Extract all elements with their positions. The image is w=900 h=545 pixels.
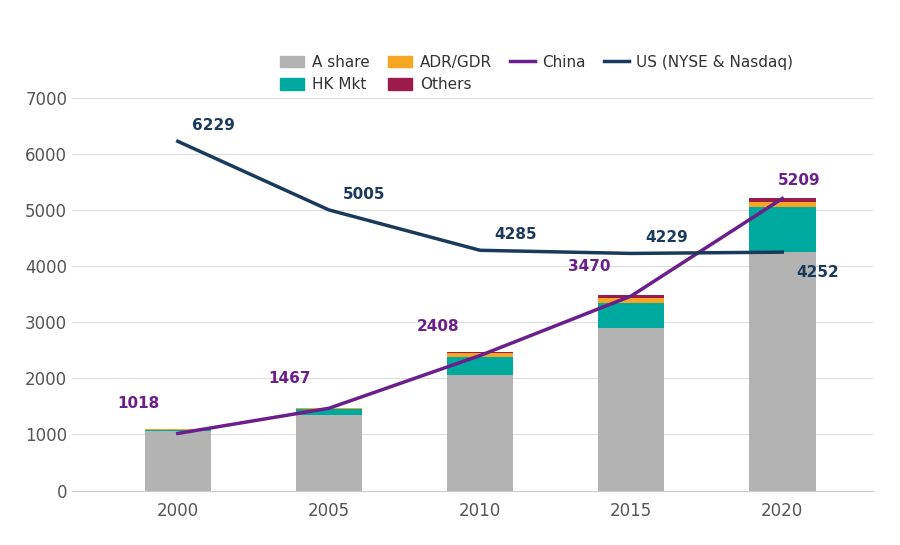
- Bar: [446, 353, 513, 354]
- Bar: [598, 329, 664, 490]
- Bar: [296, 408, 362, 409]
- Text: 6229: 6229: [192, 118, 235, 133]
- Bar: [749, 252, 815, 490]
- Text: 3470: 3470: [568, 259, 611, 274]
- Bar: [749, 198, 815, 202]
- Bar: [145, 431, 211, 490]
- Text: 5209: 5209: [778, 173, 820, 187]
- Bar: [749, 207, 815, 252]
- Bar: [598, 295, 664, 298]
- Bar: [446, 375, 513, 490]
- Text: 4252: 4252: [796, 265, 839, 280]
- Text: 1467: 1467: [269, 371, 311, 386]
- Bar: [145, 429, 211, 431]
- Bar: [296, 415, 362, 490]
- Bar: [598, 298, 664, 303]
- Bar: [296, 409, 362, 415]
- Text: 2408: 2408: [417, 318, 460, 334]
- Bar: [446, 356, 513, 375]
- Bar: [598, 303, 664, 329]
- Legend: A share, HK Mkt, ADR/GDR, Others, China, US (NYSE & Nasdaq): A share, HK Mkt, ADR/GDR, Others, China,…: [280, 54, 794, 92]
- Bar: [749, 202, 815, 207]
- Text: 4285: 4285: [494, 227, 536, 242]
- Text: 1018: 1018: [118, 396, 160, 411]
- Text: 4229: 4229: [645, 231, 688, 245]
- Bar: [446, 354, 513, 356]
- Text: 5005: 5005: [343, 187, 385, 202]
